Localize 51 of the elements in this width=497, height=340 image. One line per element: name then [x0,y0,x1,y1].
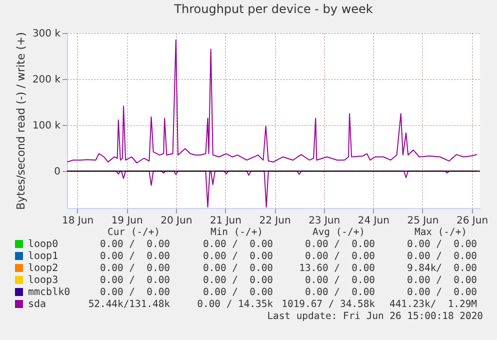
text: Last update: Fri Jun 26 15:00:18 2020 [267,311,483,323]
x-tick-label: 20 Jun [160,216,192,226]
text: 0.00 / 0.00 [203,287,273,299]
legend-label: loop1 [28,251,58,262]
x-tick-label: 19 Jun [111,216,143,226]
text: 0.00 / 0.00 [305,251,375,263]
text: 0.00 / 0.00 [305,275,375,287]
x-tick-label: 24 Jun [358,216,390,226]
text: 13.60 / 0.00 [299,263,375,275]
text: 0.00 / 0.00 [305,287,375,299]
text: 52.44k/131.48k [88,299,170,311]
x-tick-label: 26 Jun [456,216,488,226]
y-tick-label: 0 [54,166,60,178]
text: 0.00 / 0.00 [100,239,170,251]
y-tick-label: 200 k [32,74,61,86]
text: 441.23k/ 1.29M [390,299,477,311]
text: Min (-/+) [210,227,263,239]
text: 0.00 / 0.00 [407,239,477,251]
x-tick-label: 22 Jun [259,216,291,226]
y-tick-label: 100 k [32,120,61,132]
text: 0.00 / 0.00 [407,251,477,263]
x-tick-label: 18 Jun [62,216,94,226]
text: 0.00 / 0.00 [203,251,273,263]
x-tick-label: 21 Jun [210,216,242,226]
text: 0.00 / 0.00 [305,239,375,251]
line-series [66,39,478,164]
chart-title: Throughput per device - by week [173,2,373,16]
text: 0.00 / 0.00 [203,239,273,251]
x-tick-label: 25 Jun [407,216,439,226]
text: Max (-/+) [414,227,467,239]
legend-label: loop0 [28,239,58,250]
text: 0.00 / 0.00 [100,275,170,287]
text: Cur (-/+) [108,227,160,239]
x-tick-label: 23 Jun [308,216,340,226]
text: 0.00 / 14.35k [197,299,273,311]
text: 0.00 / 0.00 [407,287,477,299]
text: 0.00 / 0.00 [100,263,170,275]
text: 0.00 / 0.00 [203,263,273,275]
y-axis-title: Bytes/second read (-) / write (+) [14,32,28,210]
text: 0.00 / 0.00 [100,287,170,299]
text: 0.00 / 0.00 [203,275,273,287]
text: 0.00 / 0.00 [100,251,170,263]
legend-label: loop3 [28,275,58,286]
text: Avg (-/+) [312,227,365,239]
text: 0.00 / 0.00 [407,275,477,287]
y-tick-label: 300 k [32,28,61,40]
legend-label: mmcblk0 [28,287,70,298]
legend-label: loop2 [28,263,58,274]
legend-label: sda [28,299,46,310]
text: 1019.67 / 34.58k [282,299,375,311]
text: 9.84k/ 0.00 [407,263,477,275]
